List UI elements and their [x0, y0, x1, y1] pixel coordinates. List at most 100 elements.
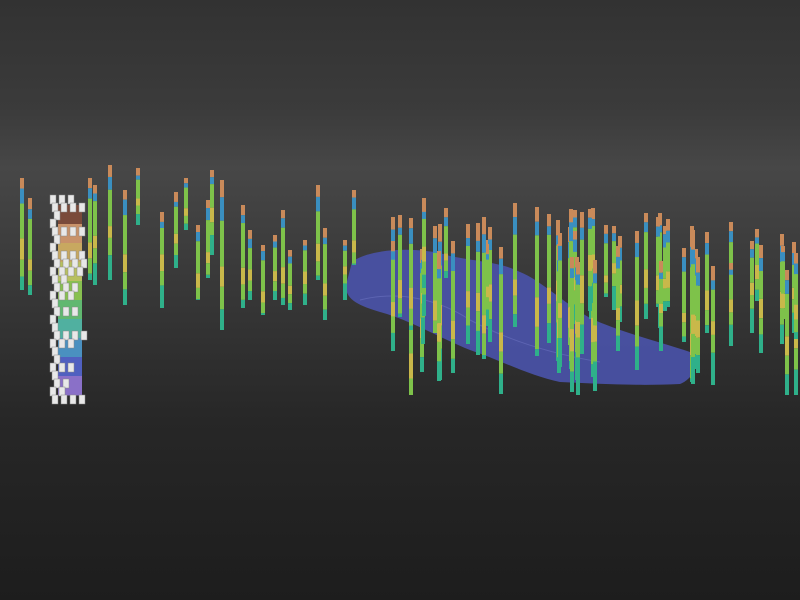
legend-label-tile	[53, 330, 61, 341]
borehole-segment	[616, 246, 620, 257]
borehole-segment	[729, 312, 733, 325]
borehole-segment	[604, 275, 608, 283]
borehole-segment	[659, 303, 663, 314]
borehole-segment	[93, 193, 97, 202]
borehole-segment	[616, 308, 620, 321]
borehole	[108, 165, 112, 280]
legend-label-tile	[53, 234, 61, 245]
borehole-segment	[759, 334, 763, 353]
borehole	[750, 241, 754, 333]
borehole-segment	[220, 197, 224, 221]
borehole-segment	[588, 254, 592, 271]
borehole-segment	[352, 263, 356, 265]
borehole-segment	[316, 196, 320, 212]
borehole-segment	[422, 246, 426, 262]
borehole-segment	[794, 255, 798, 264]
borehole-segment	[682, 248, 686, 258]
borehole-segment	[28, 198, 32, 210]
legend-label-tile	[80, 330, 88, 341]
borehole-segment	[781, 308, 785, 319]
borehole-segment	[20, 178, 24, 189]
borehole	[288, 250, 292, 310]
borehole-segment	[794, 263, 798, 275]
borehole-segment	[409, 228, 413, 244]
legend-label-tile	[60, 250, 68, 261]
borehole-segment	[785, 374, 789, 395]
borehole-segment	[781, 246, 785, 253]
borehole	[433, 226, 437, 333]
borehole-segment	[691, 333, 695, 357]
legend-label-tile	[60, 202, 68, 213]
borehole-segment	[588, 209, 592, 218]
borehole-segment	[210, 177, 214, 185]
borehole-segment	[123, 199, 127, 216]
borehole-segment	[409, 218, 413, 229]
borehole-segment	[352, 209, 356, 241]
borehole-segment	[241, 267, 245, 285]
borehole	[28, 198, 32, 295]
legend-label-tile	[60, 274, 68, 285]
borehole-segment	[93, 248, 97, 264]
borehole-segment	[123, 272, 127, 290]
borehole-segment	[108, 189, 112, 227]
borehole-segment	[558, 245, 562, 261]
borehole-segment	[108, 255, 112, 280]
borehole-segment	[488, 319, 492, 342]
borehole-segment	[241, 205, 245, 216]
legend-label-tile	[49, 242, 57, 253]
borehole	[444, 208, 448, 278]
borehole-segment	[343, 250, 347, 267]
borehole-segment	[196, 225, 200, 233]
legend-label-tile	[51, 298, 59, 309]
borehole-segment	[273, 291, 277, 300]
borehole-segment	[444, 260, 448, 272]
borehole-segment	[499, 258, 503, 275]
borehole-segment	[781, 252, 785, 262]
borehole-segment	[398, 298, 402, 314]
borehole-segment	[93, 185, 97, 194]
borehole-segment	[535, 326, 539, 350]
borehole-segment	[136, 168, 140, 176]
legend-label-tile	[51, 274, 59, 285]
borehole-segment	[573, 239, 577, 252]
borehole-segment	[547, 226, 551, 235]
borehole-segment	[573, 217, 577, 228]
borehole-segment	[343, 245, 347, 251]
borehole-segment	[136, 175, 140, 180]
borehole-segment	[682, 312, 686, 323]
borehole-segment	[343, 274, 347, 284]
borehole-segment	[705, 325, 709, 333]
legend-label-tile	[51, 394, 59, 405]
borehole-segment	[196, 299, 200, 300]
borehole-segment	[759, 270, 763, 299]
borehole-segment	[663, 234, 667, 248]
borehole-segment	[729, 231, 733, 243]
borehole-segment	[323, 295, 327, 310]
legend-label-tile	[67, 266, 75, 277]
borehole-segment	[570, 257, 574, 269]
borehole-segment	[160, 271, 164, 286]
borehole-segment	[88, 198, 92, 243]
borehole-segment	[136, 205, 140, 215]
borehole-segment	[160, 221, 164, 228]
borehole-segment	[612, 286, 616, 310]
borehole-segment	[451, 320, 455, 340]
borehole-segment	[588, 217, 592, 229]
borehole-segment	[433, 300, 437, 321]
borehole-segment	[288, 250, 292, 257]
legend-label-tile	[62, 282, 70, 293]
borehole-segment	[210, 170, 214, 178]
borehole	[558, 233, 562, 367]
borehole-segment	[248, 269, 252, 281]
borehole-segment	[485, 286, 489, 298]
borehole-segment	[316, 211, 320, 244]
borehole-segment	[659, 261, 663, 273]
borehole	[785, 270, 789, 395]
borehole-segment	[273, 247, 277, 272]
borehole-segment	[755, 229, 759, 238]
borehole-segment	[755, 279, 759, 290]
borehole-segment	[281, 227, 285, 268]
borehole-segment	[444, 226, 448, 254]
